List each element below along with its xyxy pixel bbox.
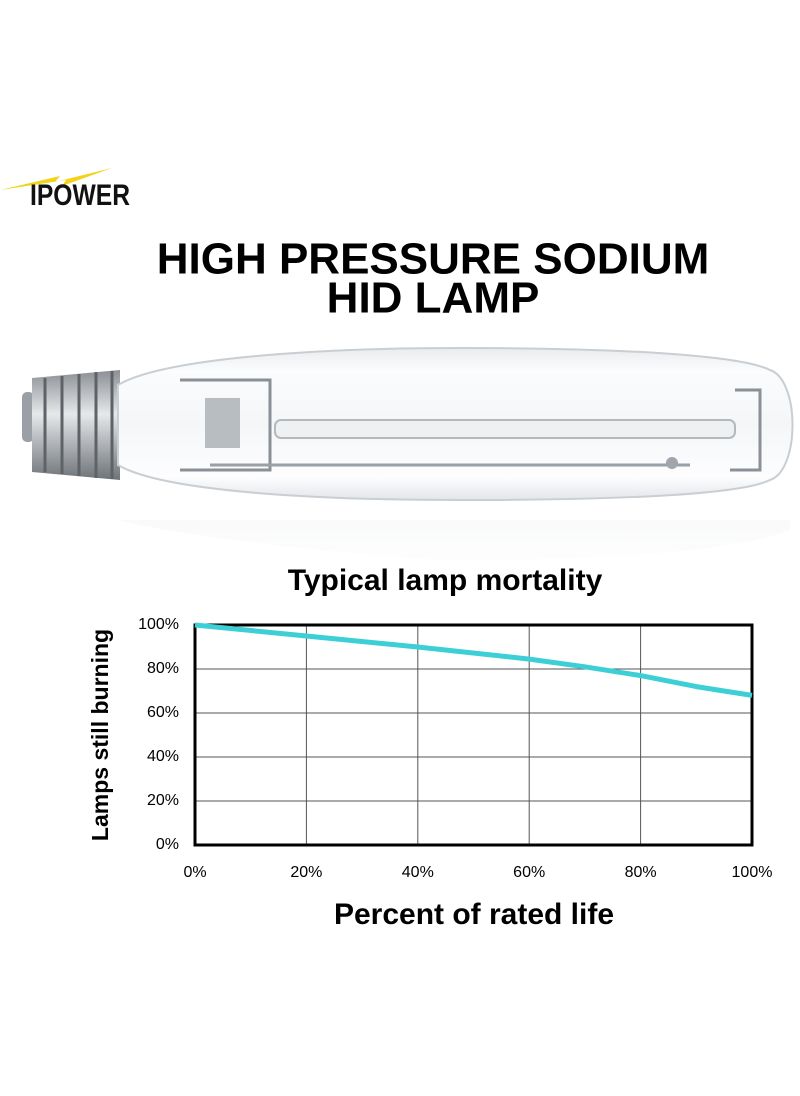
data-line xyxy=(194,622,753,698)
logo: IPOWER xyxy=(30,179,130,212)
y-axis-label: Lamps still burning xyxy=(87,629,113,841)
x-tick-label: 60% xyxy=(513,864,545,881)
y-tick-label: 100% xyxy=(138,616,179,633)
plot-frame xyxy=(193,623,754,847)
headline: HIGH PRESSURE SODIUM xyxy=(157,235,710,284)
y-tick-label: 60% xyxy=(147,704,179,721)
x-tick-label: 100% xyxy=(732,864,773,881)
logo-bolt xyxy=(0,168,112,190)
chart-title: Typical lamp mortality xyxy=(288,564,603,597)
x-axis-label: Percent of rated life xyxy=(334,898,614,931)
y-tick-label: 0% xyxy=(156,836,179,853)
x-tick-label: 40% xyxy=(402,864,434,881)
y-tick-label: 20% xyxy=(147,792,179,809)
plot: 0% 20% 40% 60% 80% 100% 0% 20% 40% 60% 80% 100% xyxy=(138,616,772,881)
y-tick-label: 40% xyxy=(147,748,179,765)
reflection-fade xyxy=(0,505,800,575)
lamp xyxy=(22,346,794,502)
x-tick-label: 20% xyxy=(290,864,322,881)
x-tick-label: 0% xyxy=(183,864,206,881)
headline: HID LAMP xyxy=(327,274,540,323)
x-tick-label: 80% xyxy=(625,864,657,881)
y-tick-label: 80% xyxy=(147,660,179,677)
